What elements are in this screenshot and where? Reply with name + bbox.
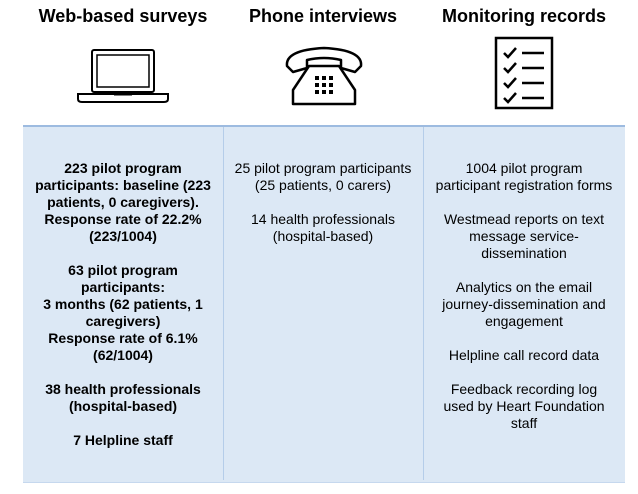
text-line: Feedback recording log bbox=[450, 381, 598, 397]
text-line: caregivers) bbox=[85, 313, 161, 329]
paragraph: Analytics on the email journey-disseminat… bbox=[424, 279, 624, 330]
text-line: 63 pilot program bbox=[68, 262, 178, 278]
text-line: 7 Helpline staff bbox=[73, 432, 173, 448]
paragraph: Helpline call record data bbox=[424, 347, 624, 364]
text-line: (25 patients, 0 carers) bbox=[254, 177, 392, 193]
text-line: Response rate of 6.1% bbox=[48, 330, 198, 346]
text-line: (223/1004) bbox=[89, 228, 157, 244]
column-title: Web-based surveys bbox=[38, 6, 208, 26]
column-title: Monitoring records bbox=[441, 6, 606, 26]
column-body: 1004 pilot program participant registrati… bbox=[424, 160, 624, 449]
paragraph: Feedback recording log used by Heart Foun… bbox=[424, 381, 624, 432]
column-divider bbox=[423, 127, 424, 480]
text-line: Helpline call record data bbox=[448, 347, 600, 363]
paragraph: Westmead reports on text message service-… bbox=[424, 211, 624, 262]
text-line: Analytics on the email bbox=[455, 279, 593, 295]
text-line: journey-dissemination and bbox=[442, 296, 606, 312]
text-line: Westmead reports on text bbox=[443, 211, 605, 227]
paragraph: 223 pilot program participants: baseline … bbox=[23, 160, 223, 245]
text-line: 223 pilot program bbox=[64, 160, 182, 176]
text-line: (hospital-based) bbox=[68, 398, 178, 414]
column-divider bbox=[223, 127, 224, 480]
text-line: 14 health professionals bbox=[251, 211, 395, 227]
paragraph: 25 pilot program participants (25 patient… bbox=[223, 160, 423, 194]
text-line: (62/1004) bbox=[93, 347, 153, 363]
text-line: message service- bbox=[469, 228, 579, 244]
column-body: 25 pilot program participants (25 patient… bbox=[223, 160, 423, 262]
paragraph: 38 health professionals (hospital-based) bbox=[23, 381, 223, 415]
laptop-icon bbox=[77, 49, 169, 103]
column-title: Phone interviews bbox=[248, 6, 398, 26]
text-line: dissemination bbox=[481, 245, 567, 261]
text-line: 1004 pilot program bbox=[465, 160, 583, 176]
text-line: staff bbox=[510, 415, 538, 431]
paragraph: 14 health professionals (hospital-based) bbox=[223, 211, 423, 245]
text-line: used by Heart Foundation bbox=[443, 398, 605, 414]
text-line: participant registration forms bbox=[435, 177, 613, 193]
text-line: Response rate of 22.2% bbox=[44, 211, 202, 227]
text-line: 25 pilot program participants bbox=[234, 160, 412, 176]
paragraph: 7 Helpline staff bbox=[23, 432, 223, 449]
paragraph: 63 pilot program participants: 3 months (6… bbox=[23, 262, 223, 364]
text-line: 3 months (62 patients, 1 bbox=[43, 296, 203, 312]
column-body: 223 pilot program participants: baseline … bbox=[23, 160, 223, 466]
paragraph: 1004 pilot program participant registrati… bbox=[424, 160, 624, 194]
text-line: participants: baseline (223 bbox=[35, 177, 211, 193]
text-line: (hospital-based) bbox=[272, 228, 374, 244]
phone-icon bbox=[285, 46, 363, 106]
checklist-icon bbox=[494, 36, 554, 110]
text-line: engagement bbox=[485, 313, 563, 329]
text-line: participants: bbox=[80, 279, 165, 295]
content-panel bbox=[23, 125, 625, 483]
text-line: patients, 0 caregivers). bbox=[47, 194, 199, 210]
text-line: 38 health professionals bbox=[45, 381, 201, 397]
